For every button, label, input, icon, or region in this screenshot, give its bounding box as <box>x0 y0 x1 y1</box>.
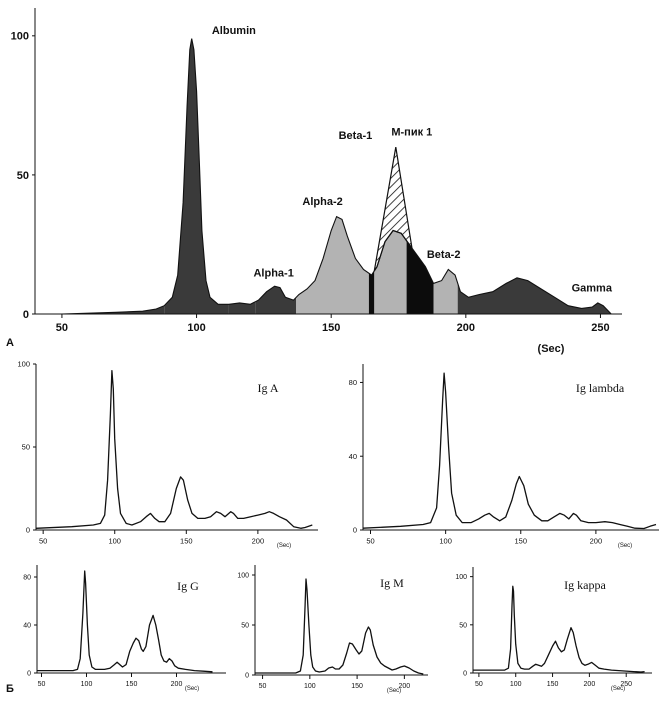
x-tick-label: 50 <box>39 537 47 546</box>
y-tick-label: 100 <box>11 31 29 43</box>
x-tick-label: 250 <box>591 322 609 334</box>
x-tick-label: 50 <box>475 681 483 688</box>
fraction-fill-5 <box>368 270 375 314</box>
x-tick-label: 200 <box>252 537 265 546</box>
x-axis-label: (Sec) <box>618 543 632 549</box>
x-tick-label: 200 <box>457 322 475 334</box>
y-tick-label: 80 <box>349 378 357 387</box>
series-line <box>35 369 313 529</box>
profile-line <box>61 38 612 315</box>
annotation-label-0: Albumin <box>212 25 256 37</box>
annotation-label-5: Beta-2 <box>427 249 461 261</box>
fraction-fill-8 <box>433 269 458 314</box>
x-tick-label: 150 <box>515 537 528 546</box>
x-axis-label: (Sec) <box>277 543 291 549</box>
x-tick-label: 50 <box>259 683 267 690</box>
series-line <box>473 585 645 673</box>
x-tick-label: 150 <box>322 322 340 334</box>
y-tick-label: 100 <box>455 574 467 581</box>
y-tick-label: 40 <box>23 622 31 629</box>
panel-title: Ig G <box>177 579 199 593</box>
chart-igm: 0 50 100 50 100 150 200 Ig M (Sec) <box>237 565 428 694</box>
panel-title: Ig M <box>380 576 404 590</box>
x-tick-label: 200 <box>399 683 411 690</box>
fraction-fill-1 <box>164 38 229 314</box>
x-tick-label: 100 <box>187 322 205 334</box>
x-tick-label: 100 <box>108 537 121 546</box>
chart-ig-kappa: 0 50 100 50 100 150 200 250 Ig kappa (Sec) <box>455 567 652 692</box>
x-tick-label: 150 <box>126 681 138 688</box>
annotation-label-1: Alpha-1 <box>253 268 293 280</box>
x-axis-label: (Sec) <box>387 688 401 694</box>
x-tick-label: 100 <box>81 681 93 688</box>
x-tick-label: 50 <box>56 322 68 334</box>
x-axis-label: (Sec) <box>538 343 565 355</box>
panel-title: Ig kappa <box>564 578 606 592</box>
annotation-label-6: Gamma <box>572 282 613 294</box>
series-line <box>37 570 213 673</box>
y-tick-label: 50 <box>17 170 29 182</box>
x-tick-label: 100 <box>510 681 522 688</box>
chart-a-serum-electropherogram: 0 50 100 50 100 150 200 250 (Sec) Albumin Alpha-1 A… <box>11 8 622 355</box>
x-tick-label: 50 <box>366 537 374 546</box>
x-tick-label: 150 <box>547 681 559 688</box>
y-tick-label: 0 <box>353 526 357 535</box>
fraction-fill-9 <box>457 277 617 314</box>
y-tick-label: 50 <box>241 622 249 629</box>
panel-title: Ig lambda <box>576 381 625 395</box>
y-tick-label: 0 <box>27 670 31 677</box>
annotation-label-2: Alpha-2 <box>302 196 342 208</box>
y-tick-label: 0 <box>26 526 30 535</box>
chart-iga: 0 50 100 50 100 150 200 Ig A (Sec) <box>17 360 318 549</box>
y-tick-label: 100 <box>237 572 249 579</box>
y-tick-label: 40 <box>349 452 357 461</box>
x-tick-label: 200 <box>171 681 183 688</box>
panel-label-b: Б <box>6 683 14 695</box>
fraction-fill-3 <box>255 286 297 314</box>
annotation-label-4: M-пик 1 <box>391 127 432 139</box>
chart-ig-lambda: 0 40 80 50 100 150 200 Ig lambda (Sec) <box>349 364 659 549</box>
chart-igg: 0 40 80 50 100 150 200 Ig G (Sec) <box>23 565 226 692</box>
fraction-fill-4 <box>296 216 369 314</box>
x-axis-label: (Sec) <box>185 686 199 692</box>
x-tick-label: 100 <box>439 537 452 546</box>
y-tick-label: 50 <box>459 622 467 629</box>
panel-title: Ig A <box>258 381 279 395</box>
panel-label-a: A <box>6 337 14 349</box>
series-line <box>255 578 424 675</box>
x-tick-label: 100 <box>304 683 316 690</box>
series-line <box>362 372 657 530</box>
x-tick-label: 200 <box>590 537 603 546</box>
fraction-fill-7 <box>406 240 434 314</box>
y-tick-label: 100 <box>17 360 30 369</box>
x-axis-label: (Sec) <box>611 686 625 692</box>
annotation-label-3: Beta-1 <box>339 130 373 142</box>
x-tick-label: 50 <box>38 681 46 688</box>
fraction-fill-0 <box>61 305 165 314</box>
y-tick-label: 50 <box>22 443 30 452</box>
x-tick-label: 150 <box>180 537 193 546</box>
x-tick-label: 150 <box>351 683 363 690</box>
y-tick-label: 80 <box>23 574 31 581</box>
y-tick-label: 0 <box>23 309 29 321</box>
x-tick-label: 200 <box>584 681 596 688</box>
x-tick-label: 250 <box>620 681 632 688</box>
y-tick-label: 0 <box>463 670 467 677</box>
y-tick-label: 0 <box>245 672 249 679</box>
